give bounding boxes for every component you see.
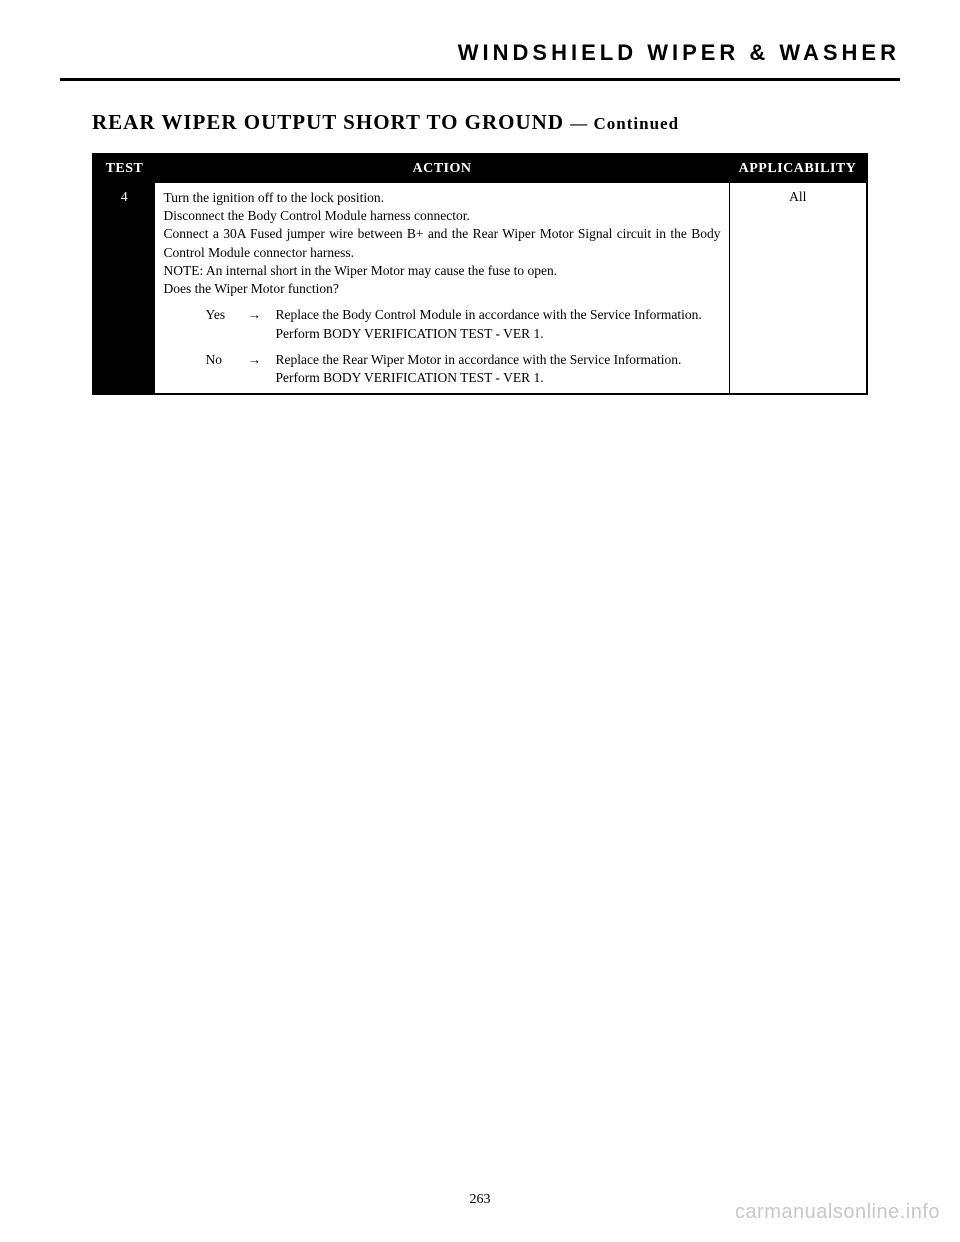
branch-yes-line: Perform BODY VERIFICATION TEST - VER 1. — [276, 326, 544, 341]
cell-applicability: All — [729, 183, 867, 394]
arrow-right-icon: → — [248, 306, 276, 342]
col-header-applicability: APPLICABILITY — [729, 154, 867, 183]
arrow-right-icon: → — [248, 351, 276, 387]
cell-test-number: 4 — [93, 183, 155, 394]
action-steps: Turn the ignition off to the lock positi… — [164, 189, 721, 298]
branch-no: No → Replace the Rear Wiper Motor in acc… — [206, 351, 721, 387]
watermark: carmanualsonline.info — [735, 1201, 940, 1224]
branch-yes: Yes → Replace the Body Control Module in… — [206, 306, 721, 342]
action-line: Turn the ignition off to the lock positi… — [164, 189, 721, 207]
branch-no-line: Replace the Rear Wiper Motor in accordan… — [276, 352, 682, 367]
action-line: NOTE: An internal short in the Wiper Mot… — [164, 262, 721, 280]
branch-yes-text: Replace the Body Control Module in accor… — [276, 306, 721, 342]
section-title-continued: — Continued — [570, 114, 679, 133]
action-line: Disconnect the Body Control Module harne… — [164, 207, 721, 225]
table-header-row: TEST ACTION APPLICABILITY — [93, 154, 867, 183]
page-header: WINDSHIELD WIPER & WASHER — [60, 40, 900, 81]
table-row: 4 Turn the ignition off to the lock posi… — [93, 183, 867, 394]
branch-no-line: Perform BODY VERIFICATION TEST - VER 1. — [276, 370, 544, 385]
col-header-action: ACTION — [155, 154, 729, 183]
action-line: Connect a 30A Fused jumper wire between … — [164, 225, 721, 261]
header-title: WINDSHIELD WIPER & WASHER — [60, 40, 900, 74]
branch-yes-label: Yes — [206, 306, 248, 342]
branch-no-label: No — [206, 351, 248, 387]
content-area: REAR WIPER OUTPUT SHORT TO GROUND — Cont… — [92, 110, 868, 395]
section-title-main: REAR WIPER OUTPUT SHORT TO GROUND — [92, 110, 564, 134]
section-title: REAR WIPER OUTPUT SHORT TO GROUND — Cont… — [92, 110, 868, 135]
col-header-test: TEST — [93, 154, 155, 183]
branch-no-text: Replace the Rear Wiper Motor in accordan… — [276, 351, 721, 387]
header-rule — [60, 78, 900, 81]
branch-yes-line: Replace the Body Control Module in accor… — [276, 307, 702, 322]
diagnostic-table: TEST ACTION APPLICABILITY 4 Turn the ign… — [92, 153, 868, 395]
cell-action: Turn the ignition off to the lock positi… — [155, 183, 729, 394]
action-line: Does the Wiper Motor function? — [164, 280, 721, 298]
